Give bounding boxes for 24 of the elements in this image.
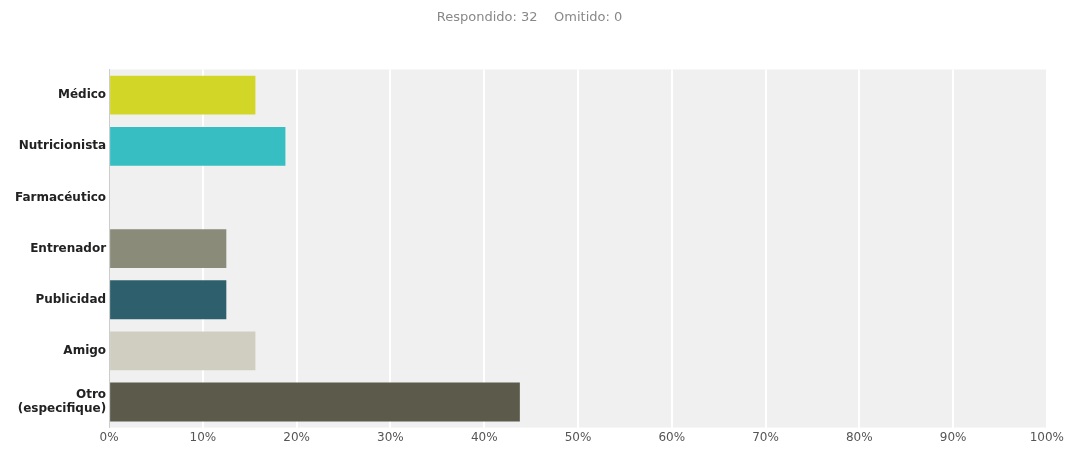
chart-subtitle: Respondido: 32 Omitido: 0 bbox=[436, 9, 623, 25]
x-tick-label: 40% bbox=[470, 429, 498, 444]
x-tick-label: 90% bbox=[939, 429, 967, 444]
bar bbox=[110, 382, 520, 422]
y-tick-label: Publicidad bbox=[35, 291, 107, 306]
y-tick-label: Entrenador bbox=[30, 240, 107, 255]
bar bbox=[110, 280, 227, 320]
x-tick-label: 80% bbox=[845, 429, 873, 444]
x-tick-label: 50% bbox=[564, 429, 592, 444]
y-tick-label: Nutricionista bbox=[18, 138, 107, 153]
x-tick-label: 0% bbox=[99, 429, 119, 444]
y-tick-label: Farmacéutico bbox=[14, 189, 107, 204]
bar bbox=[110, 229, 227, 269]
x-tick-label: 70% bbox=[752, 429, 779, 444]
x-tick-label: 30% bbox=[377, 429, 404, 444]
bar bbox=[110, 126, 286, 166]
y-tick-label: Amigo bbox=[63, 343, 107, 358]
y-tick-label: Otro (especifique) bbox=[17, 386, 107, 416]
x-tick-label: 10% bbox=[189, 429, 217, 444]
x-tick-label: 60% bbox=[658, 429, 686, 444]
bar bbox=[110, 75, 256, 115]
x-tick-label: 20% bbox=[283, 429, 310, 444]
y-tick-label: Médico bbox=[57, 87, 107, 102]
x-tick-label: 100% bbox=[1029, 429, 1064, 444]
